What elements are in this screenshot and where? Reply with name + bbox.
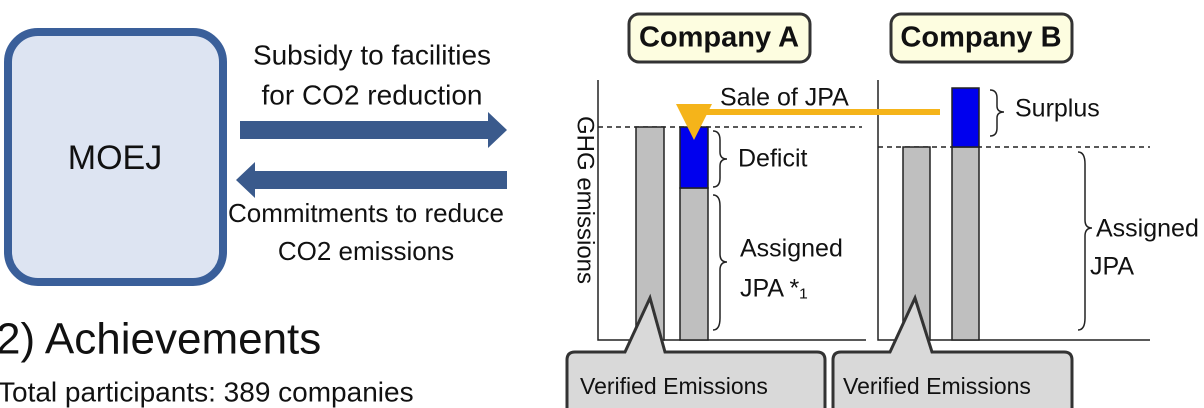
arrow-left: [236, 162, 507, 198]
commitments-line: Commitments to reduce: [228, 198, 504, 228]
subsidy-line: for CO2 reduction: [262, 79, 483, 110]
brace: [989, 89, 1005, 137]
bar-surplus: [951, 87, 980, 148]
callout-label: Verified Emissions: [580, 373, 768, 399]
callout: [565, 293, 827, 408]
surplus-label: Surplus: [1015, 95, 1100, 123]
bar-deficit: [679, 126, 709, 189]
assigned-label: JPA *₁: [740, 275, 808, 303]
deficit-label: Deficit: [738, 145, 808, 173]
bar: [951, 146, 980, 341]
company-box: [627, 12, 812, 64]
brace: [712, 194, 728, 331]
company-box: [889, 12, 1074, 64]
brace: [1077, 151, 1093, 331]
subsidy-line: Subsidy to facilities: [253, 39, 491, 70]
company-label: Company A: [639, 22, 799, 54]
assigned-label: Assigned: [740, 235, 843, 263]
axis: [597, 80, 866, 341]
sale-label: Sale of JPA: [720, 84, 849, 112]
arrow-right: [240, 112, 507, 148]
axis: [877, 80, 1150, 341]
callout: [831, 293, 1074, 408]
moej-box: [4, 28, 227, 286]
assigned-label: Assigned: [1096, 215, 1199, 243]
callout-label: Verified Emissions: [843, 373, 1031, 399]
participants: Total participants: 389 companies: [0, 376, 414, 407]
company-label: Company B: [900, 22, 1061, 54]
commitments-line: CO2 emissions: [278, 236, 454, 266]
brace: [712, 130, 728, 188]
moej-label: MOEJ: [68, 139, 162, 177]
assigned-label: JPA: [1090, 253, 1134, 281]
bar: [679, 187, 709, 341]
sale-arrow: [676, 104, 940, 140]
y-axis-label: GHG emissions: [572, 116, 599, 284]
achievements-heading: 2) Achievements: [0, 315, 321, 364]
